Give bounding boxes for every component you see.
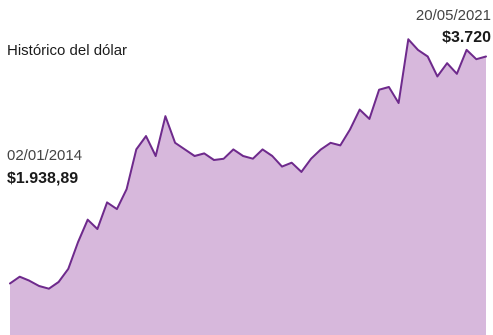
series-line (9, 38, 487, 290)
start-value-label: $1.938,89 (7, 170, 78, 187)
end-value-label: $3.720 (442, 29, 491, 46)
chart-title: Histórico del dólar (7, 42, 127, 59)
area-fill (10, 39, 486, 335)
end-date-label: 20/05/2021 (416, 7, 491, 24)
start-date-label: 02/01/2014 (7, 147, 82, 164)
